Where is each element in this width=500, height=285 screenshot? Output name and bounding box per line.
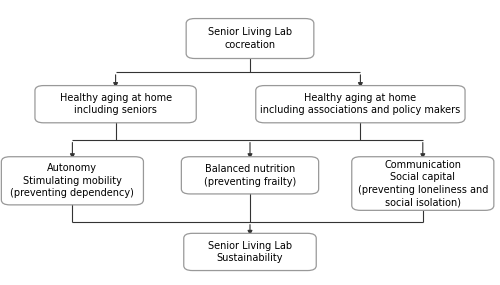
Text: Healthy aging at home
including seniors: Healthy aging at home including seniors [60,93,172,115]
Text: Senior Living Lab
cocreation: Senior Living Lab cocreation [208,27,292,50]
FancyBboxPatch shape [2,157,144,205]
Text: Autonomy
Stimulating mobility
(preventing dependency): Autonomy Stimulating mobility (preventin… [10,163,134,198]
FancyBboxPatch shape [182,157,318,194]
Text: Communication
Social capital
(preventing loneliness and
social isolation): Communication Social capital (preventing… [358,160,488,207]
FancyBboxPatch shape [184,233,316,270]
Text: Senior Living Lab
Sustainability: Senior Living Lab Sustainability [208,241,292,263]
FancyBboxPatch shape [35,86,196,123]
FancyBboxPatch shape [256,86,465,123]
Text: Balanced nutrition
(preventing frailty): Balanced nutrition (preventing frailty) [204,164,296,186]
FancyBboxPatch shape [186,19,314,58]
FancyBboxPatch shape [352,157,494,210]
Text: Healthy aging at home
including associations and policy makers: Healthy aging at home including associat… [260,93,460,115]
